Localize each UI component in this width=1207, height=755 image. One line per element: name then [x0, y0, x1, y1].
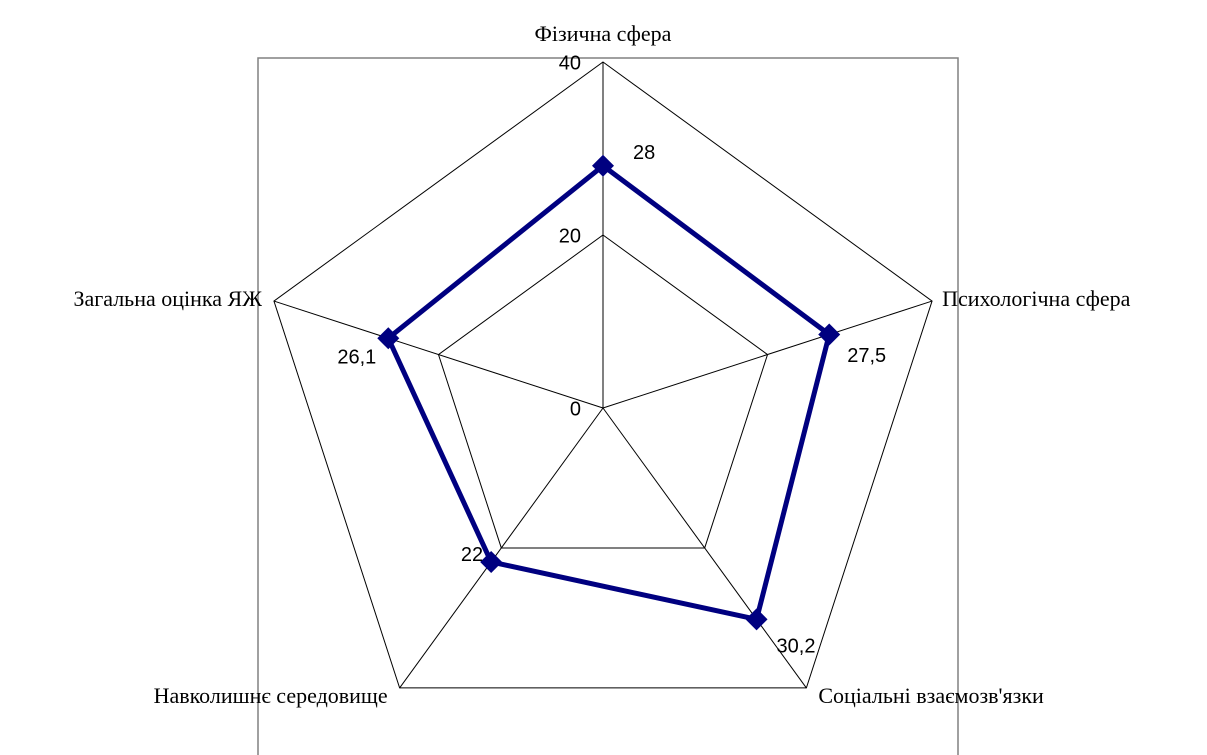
category-label: Фізична сфера	[535, 21, 672, 46]
category-label: Загальна оцінка ЯЖ	[73, 286, 262, 311]
category-label: Соціальні взаємозв'язки	[818, 683, 1044, 708]
marker	[592, 154, 614, 177]
y-tick-label: 0	[570, 398, 581, 420]
data-label: 28	[633, 142, 655, 164]
data-label: 30,2	[777, 636, 816, 658]
marker	[818, 323, 841, 346]
marker	[745, 608, 768, 631]
grid-line	[273, 61, 933, 689]
data-label: 22	[461, 544, 483, 566]
y-tick-label: 20	[559, 225, 581, 247]
data-label: 26,1	[337, 347, 376, 369]
data-label: 27,5	[847, 345, 886, 367]
series-line	[385, 163, 832, 622]
category-label: Психологічна сфера	[942, 286, 1131, 311]
plot-area	[257, 57, 959, 755]
y-tick-label: 40	[559, 52, 581, 74]
category-label: Навколишнє середовище	[154, 683, 388, 708]
marker	[480, 550, 503, 573]
grid-line	[437, 234, 769, 549]
marker	[377, 327, 400, 350]
